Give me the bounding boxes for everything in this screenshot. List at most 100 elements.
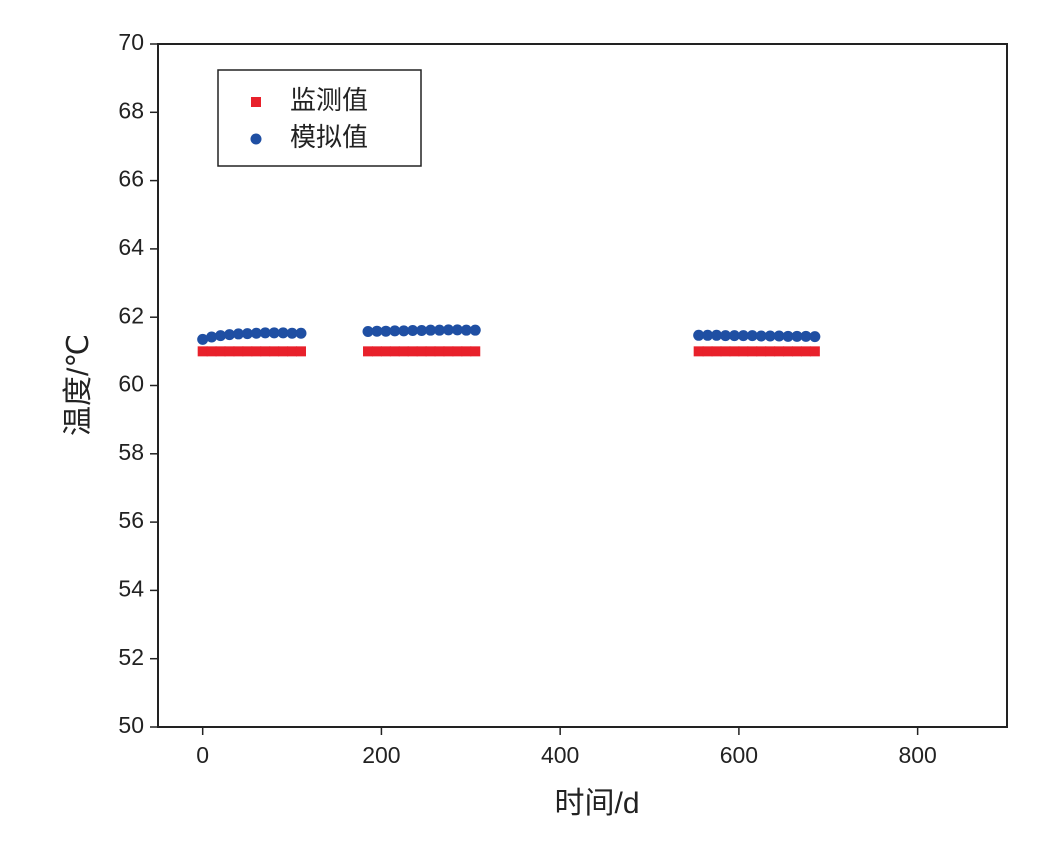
point xyxy=(711,346,722,357)
point xyxy=(286,327,298,339)
y-tick-label: 54 xyxy=(118,575,144,601)
point xyxy=(470,346,481,357)
point xyxy=(278,346,289,357)
point xyxy=(791,330,803,342)
point xyxy=(287,346,298,357)
point xyxy=(398,346,409,357)
point xyxy=(232,328,244,340)
point xyxy=(782,330,794,342)
point xyxy=(434,324,446,336)
legend-label: 模拟值 xyxy=(290,122,368,152)
point xyxy=(728,330,740,342)
y-tick-label: 66 xyxy=(118,166,144,192)
y-tick-label: 52 xyxy=(118,644,144,670)
legend-marker xyxy=(250,133,262,145)
point xyxy=(416,346,427,357)
point xyxy=(720,346,731,357)
x-tick-label: 800 xyxy=(898,742,936,768)
x-axis-title: 时间/d xyxy=(554,787,639,820)
point xyxy=(747,346,758,357)
point xyxy=(206,331,218,343)
y-tick-label: 62 xyxy=(118,302,144,328)
point xyxy=(756,346,767,357)
x-tick-label: 200 xyxy=(362,742,400,768)
legend-marker xyxy=(251,97,261,107)
point xyxy=(452,346,463,357)
point xyxy=(765,346,776,357)
point xyxy=(389,325,401,337)
point xyxy=(442,324,454,336)
y-axis-title: 温度/℃ xyxy=(62,334,95,436)
point xyxy=(215,346,226,357)
y-tick-label: 56 xyxy=(118,507,144,533)
legend-box xyxy=(217,69,422,167)
point xyxy=(398,325,410,337)
point xyxy=(746,330,758,342)
point xyxy=(425,346,436,357)
point xyxy=(268,327,280,339)
point xyxy=(443,346,454,357)
point xyxy=(451,324,463,336)
point xyxy=(791,346,802,357)
point xyxy=(223,329,235,341)
point xyxy=(693,346,704,357)
point xyxy=(416,325,428,337)
point xyxy=(250,327,262,339)
point xyxy=(764,330,776,342)
point xyxy=(719,330,731,342)
point xyxy=(469,324,481,336)
point xyxy=(407,346,418,357)
point xyxy=(224,346,235,357)
point xyxy=(259,327,271,339)
point xyxy=(233,346,244,357)
point xyxy=(774,346,785,357)
point xyxy=(363,346,374,357)
point xyxy=(277,327,289,339)
point xyxy=(295,346,306,357)
point xyxy=(241,328,253,340)
point xyxy=(729,346,740,357)
point xyxy=(809,346,820,357)
x-tick-label: 600 xyxy=(720,742,758,768)
point xyxy=(206,346,217,357)
point xyxy=(197,346,208,357)
point xyxy=(251,346,262,357)
point xyxy=(702,329,714,341)
y-tick-label: 50 xyxy=(118,712,144,738)
y-tick-label: 70 xyxy=(118,29,144,55)
point xyxy=(197,333,209,345)
point xyxy=(380,325,392,337)
point xyxy=(407,325,419,337)
y-tick-label: 64 xyxy=(118,234,144,260)
point xyxy=(693,329,705,341)
point xyxy=(737,330,749,342)
point xyxy=(783,346,794,357)
point xyxy=(800,330,812,342)
point xyxy=(738,346,749,357)
point xyxy=(260,346,271,357)
point xyxy=(242,346,253,357)
point xyxy=(461,346,472,357)
point xyxy=(711,329,723,341)
point xyxy=(371,325,383,337)
point xyxy=(755,330,767,342)
point xyxy=(371,346,382,357)
point xyxy=(425,324,437,336)
y-tick-label: 60 xyxy=(118,371,144,397)
point xyxy=(269,346,280,357)
point xyxy=(362,326,374,338)
point xyxy=(380,346,391,357)
x-tick-label: 0 xyxy=(196,742,209,768)
point xyxy=(702,346,713,357)
y-tick-label: 58 xyxy=(118,439,144,465)
point xyxy=(773,330,785,342)
legend-label: 监测值 xyxy=(290,85,368,115)
point xyxy=(295,327,307,339)
data-layer xyxy=(197,324,821,357)
point xyxy=(809,331,821,343)
y-tick-label: 68 xyxy=(118,97,144,123)
point xyxy=(434,346,445,357)
point xyxy=(389,346,400,357)
point xyxy=(800,346,811,357)
